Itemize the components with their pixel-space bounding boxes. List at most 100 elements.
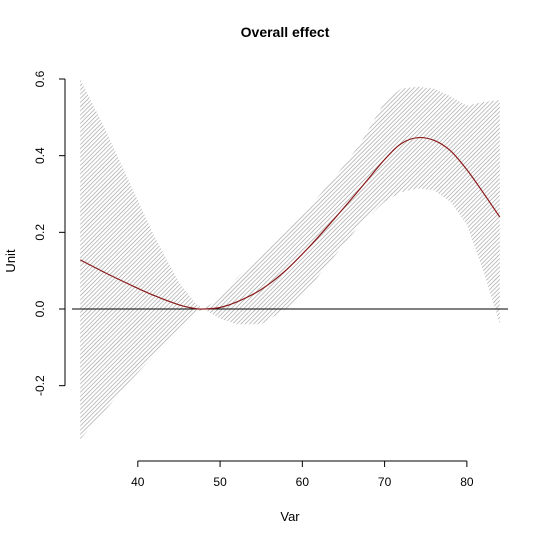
hatch-line [80,79,467,440]
hatch-line [80,79,203,440]
hatch-line [305,79,500,440]
hatch-line [80,79,383,440]
hatch-line [80,79,459,440]
hatch-line [80,79,169,440]
hatch-line [80,79,232,440]
hatch-line [313,79,500,440]
hatch-line [80,79,425,440]
hatch-line [80,79,446,440]
y-tick-label: -0.2 [33,375,47,396]
hatch-line [80,79,270,440]
hatch-line [80,79,245,440]
hatch-line [489,79,500,440]
hatch-line [246,79,500,440]
hatch-line [288,79,500,440]
hatch-line [80,79,463,440]
hatch-line [321,79,500,440]
hatch-line [80,79,152,440]
hatch-line [503,69,540,457]
hatch-line [179,79,500,440]
band-hatching [80,69,540,457]
hatch-line [204,79,500,440]
hatch-line [80,79,266,440]
hatch-line [80,79,241,440]
x-tick-label: 80 [460,475,474,489]
x-tick-label: 70 [378,475,392,489]
hatch-line [80,79,358,440]
hatch-line [80,79,325,440]
hatch-line [111,79,500,440]
hatch-line [80,79,329,440]
hatch-line [347,79,500,440]
hatch-line [80,79,211,440]
hatch-line [80,79,123,440]
hatch-line [494,79,500,440]
hatch-line [124,79,500,440]
hatch-line [80,79,392,440]
hatch-line [80,79,249,440]
hatch-line [80,79,194,440]
hatch-line [524,69,540,457]
y-axis: -0.2 0.0 0.2 0.4 0.6 [33,70,66,396]
hatch-line [128,79,500,440]
hatch-line [162,79,500,440]
hatch-line [80,79,438,440]
hatch-line [95,79,484,440]
hatch-line [80,79,278,440]
hatch-line [389,79,500,440]
hatch-line [80,79,451,440]
hatch-line [498,79,500,440]
hatch-line [464,79,500,440]
hatch-line [170,79,500,440]
hatch-line [80,79,354,440]
hatch-line [120,79,500,440]
y-tick-label: 0.6 [33,70,47,87]
x-tick-label: 40 [131,475,145,489]
x-tick-label: 60 [296,475,310,489]
hatch-line [263,79,500,440]
hatch-line [80,79,220,440]
hatch-line [460,79,500,440]
hatch-line [80,79,337,440]
hatch-line [80,79,295,440]
hatch-line [149,79,500,440]
hatch-line [107,79,497,440]
hatch-line [80,79,442,440]
hatch-line [80,79,161,440]
hatch-line [80,79,299,440]
hatch-line [405,79,500,440]
hatch-line [174,79,500,440]
hatch-line [397,79,500,440]
hatch-line [431,79,500,440]
confidence-band [80,69,540,457]
hatch-line [80,79,434,440]
hatch-line [511,69,540,457]
hatch-line [137,79,500,440]
hatch-line [80,79,350,440]
hatch-line [80,79,375,440]
hatch-line [82,79,472,440]
hatch-line [507,69,540,457]
hatch-line [80,79,262,440]
x-axis: 40 50 60 70 80 [131,460,474,489]
x-tick-label: 50 [213,475,227,489]
hatch-line [80,79,308,440]
hatch-line [485,79,500,440]
hatch-line [80,79,157,440]
hatch-line [141,79,500,440]
hatch-line [80,79,165,440]
hatch-line [80,79,413,440]
hatch-line [80,79,274,440]
hatch-line [80,79,257,440]
hatch-line [80,79,253,440]
chart-title: Overall effect [241,24,330,40]
hatch-line [536,69,540,457]
hatch-line [338,79,500,440]
x-axis-label: Var [280,509,300,524]
hatch-line [80,79,421,440]
hatch-line [80,79,362,440]
y-axis-label: Unit [3,249,18,273]
hatch-line [520,69,540,457]
hatch-line [422,79,500,440]
